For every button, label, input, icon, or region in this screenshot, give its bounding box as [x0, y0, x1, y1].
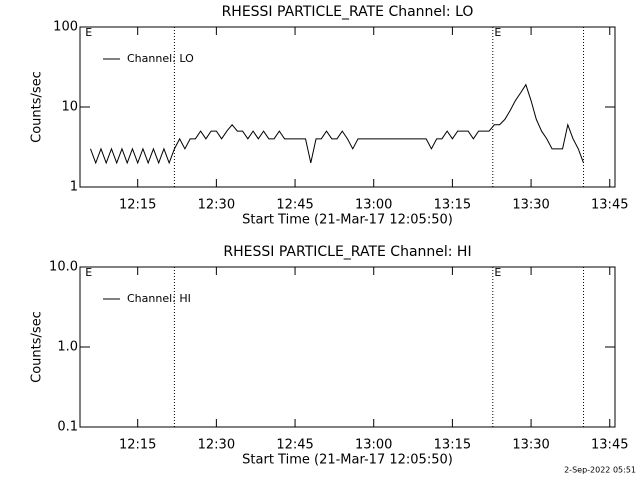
legend-label: Channel: LO: [127, 52, 194, 65]
legend-label: Channel: HI: [127, 292, 191, 305]
y-tick-label: 10: [61, 100, 78, 115]
x-axis-label: Start Time (21-Mar-17 12:05:50): [242, 453, 453, 468]
chart-title: RHESSI PARTICLE_RATE Channel: HI: [223, 244, 471, 260]
x-tick-label: 13:15: [434, 198, 471, 213]
annotation: E: [85, 266, 92, 279]
y-axis-label: Counts/sec: [30, 71, 45, 143]
x-tick-label: 12:45: [276, 438, 313, 453]
x-tick-label: 13:30: [512, 438, 549, 453]
chart-title: RHESSI PARTICLE_RATE Channel: LO: [222, 4, 474, 20]
x-tick-label: 12:30: [198, 438, 235, 453]
x-tick-label: 13:30: [512, 198, 549, 213]
data-line: [90, 83, 584, 165]
y-axis-label: Counts/sec: [30, 311, 45, 383]
x-tick-label: 12:45: [276, 198, 313, 213]
x-tick-label: 13:45: [591, 198, 628, 213]
y-tick-label: 1: [70, 180, 78, 195]
y-tick-label: 10.0: [49, 260, 78, 275]
x-tick-label: 12:30: [198, 198, 235, 213]
x-tick-label: 13:45: [591, 438, 628, 453]
plot-frame: [79, 266, 616, 428]
x-tick-label: 12:15: [119, 198, 156, 213]
annotation: E: [494, 26, 501, 39]
x-tick-label: 13:00: [355, 438, 392, 453]
annotation: E: [85, 26, 92, 39]
annotation: E: [494, 266, 501, 279]
x-tick-label: 12:15: [119, 438, 156, 453]
x-tick-label: 13:15: [434, 438, 471, 453]
plot-frame: [79, 26, 616, 188]
footer: 2-Sep-2022 05:51: [564, 466, 636, 475]
x-tick-label: 13:00: [355, 198, 392, 213]
y-tick-label: 0.1: [57, 420, 78, 435]
y-tick-label: 100: [53, 20, 78, 35]
x-axis-label: Start Time (21-Mar-17 12:05:50): [242, 213, 453, 228]
y-tick-label: 1.0: [57, 340, 78, 355]
